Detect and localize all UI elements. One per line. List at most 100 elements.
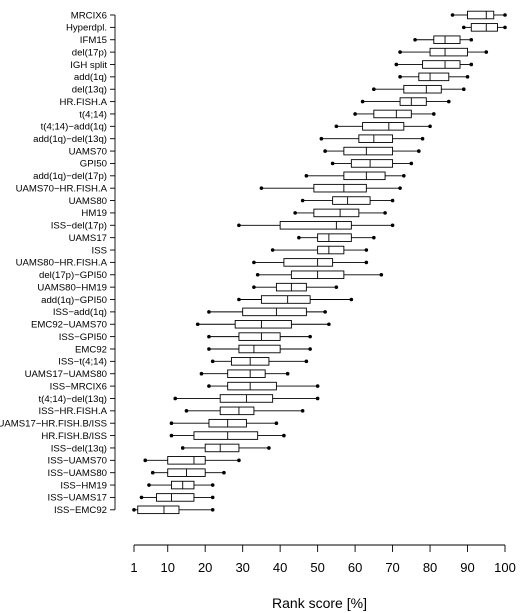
x-tick-label: 20 (198, 560, 212, 575)
min-point (169, 433, 174, 438)
category-label: del(17p) (72, 47, 107, 58)
category-label: EMC92 (75, 344, 107, 355)
box-37 (150, 468, 226, 477)
iqr-box (373, 109, 412, 119)
box-17 (237, 221, 395, 230)
category-label: UAMS17−HR.FISH.B/ISS (0, 419, 107, 430)
max-point (308, 334, 312, 339)
min-point (300, 198, 305, 203)
category-label: ISS−t(4;14) (58, 357, 107, 368)
box-2 (413, 35, 474, 44)
min-point (450, 13, 455, 17)
category-label: t(4;14)−add(1q) (41, 122, 107, 133)
x-tick-label: 50 (310, 560, 324, 575)
min-point (255, 272, 260, 277)
min-point (252, 260, 256, 265)
min-point (372, 87, 376, 92)
iqr-box (317, 233, 352, 242)
max-point (402, 174, 406, 178)
iqr-box (204, 443, 240, 453)
iqr-box (219, 406, 255, 416)
category-label: add(1q) (74, 72, 107, 83)
iqr-box (350, 159, 394, 168)
box-39 (139, 493, 215, 502)
min-point (360, 99, 365, 104)
category-label: UAMS70−HR.FISH.A (16, 183, 108, 194)
max-point (349, 297, 354, 302)
iqr-box (227, 369, 266, 378)
max-point (315, 384, 320, 388)
min-point (398, 50, 402, 54)
max-point (285, 371, 290, 376)
category-label: ISS−del(13q) (51, 443, 107, 454)
min-point (293, 211, 297, 215)
category-label: MRCIX6 (71, 10, 107, 21)
max-point (465, 75, 470, 79)
max-point (398, 186, 402, 190)
x-tick-label: 90 (460, 560, 474, 575)
min-point (334, 124, 339, 129)
min-point (199, 371, 204, 376)
min-point (398, 75, 402, 79)
max-point (267, 446, 271, 450)
category-label: GPI50 (80, 159, 107, 170)
category-label: t(4;14)−del(13q) (38, 394, 107, 405)
box-15 (300, 196, 395, 205)
iqr-box (403, 84, 442, 94)
min-point (394, 62, 399, 67)
box-29 (199, 369, 290, 378)
category-label: ISS−HR.FISH.A (38, 406, 107, 417)
max-point (461, 87, 466, 92)
category-label: t(4;14) (79, 109, 107, 120)
box-22 (252, 282, 339, 292)
iqr-box (343, 171, 386, 181)
category-label: ISS−add(1q) (53, 307, 107, 318)
iqr-box (242, 307, 307, 317)
min-point (169, 421, 174, 426)
iqr-box (343, 146, 394, 156)
x-axis-title: Rank score [%] (272, 595, 367, 611)
min-point (297, 235, 301, 240)
min-point (143, 458, 148, 463)
min-point (207, 334, 211, 339)
category-label: ISS (92, 245, 107, 256)
max-point (431, 112, 436, 116)
min-point (237, 297, 241, 302)
iqr-box (429, 47, 468, 57)
box-10 (319, 134, 425, 143)
category-label: ISS−EMC92 (54, 505, 107, 516)
iqr-box (283, 258, 334, 267)
x-tick-label: 40 (273, 560, 287, 575)
category-label: HM19 (81, 208, 107, 219)
box-3 (398, 47, 489, 57)
x-tick-label: 80 (423, 560, 437, 575)
box-9 (334, 122, 432, 131)
iqr-box (260, 295, 311, 304)
iqr-box (279, 221, 352, 230)
max-point (308, 347, 312, 351)
box-0 (450, 10, 507, 20)
box-4 (394, 60, 474, 69)
category-label: ISS−UAMS80 (48, 468, 107, 479)
iqr-box (332, 196, 371, 205)
category-label: HR.FISH.A (60, 97, 108, 108)
min-point (195, 322, 200, 327)
plot-area (132, 10, 507, 515)
min-point (184, 409, 189, 413)
max-point (364, 248, 369, 252)
min-point (147, 483, 151, 487)
category-label: ISS−GPI50 (59, 332, 107, 343)
category-label: EMC92−UAMS70 (31, 320, 107, 331)
box-33 (169, 418, 279, 428)
min-point (210, 359, 215, 364)
box-8 (353, 109, 436, 119)
iqr-box (467, 10, 495, 20)
box-38 (147, 480, 215, 490)
max-point (210, 495, 215, 500)
box-13 (304, 171, 406, 181)
iqr-box (358, 134, 394, 143)
max-point (409, 161, 414, 166)
max-point (503, 13, 507, 17)
category-label: ISS−UAMS17 (48, 493, 107, 504)
